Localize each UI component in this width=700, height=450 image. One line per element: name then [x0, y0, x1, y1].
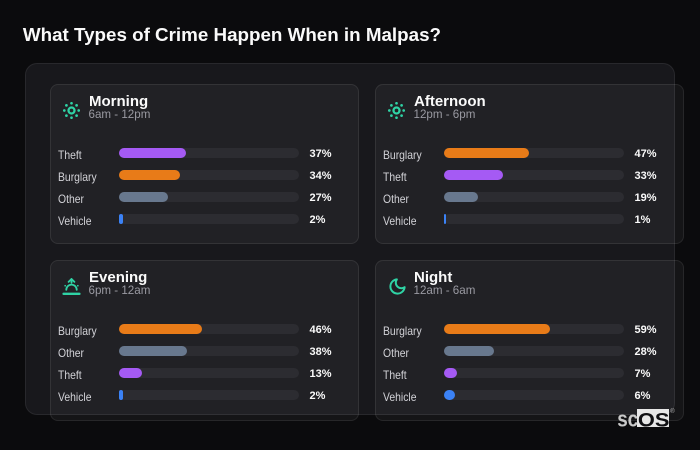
svg-text:sc: sc — [617, 407, 638, 432]
svg-text:®: ® — [670, 408, 675, 415]
svg-text:OS: OS — [638, 411, 670, 432]
